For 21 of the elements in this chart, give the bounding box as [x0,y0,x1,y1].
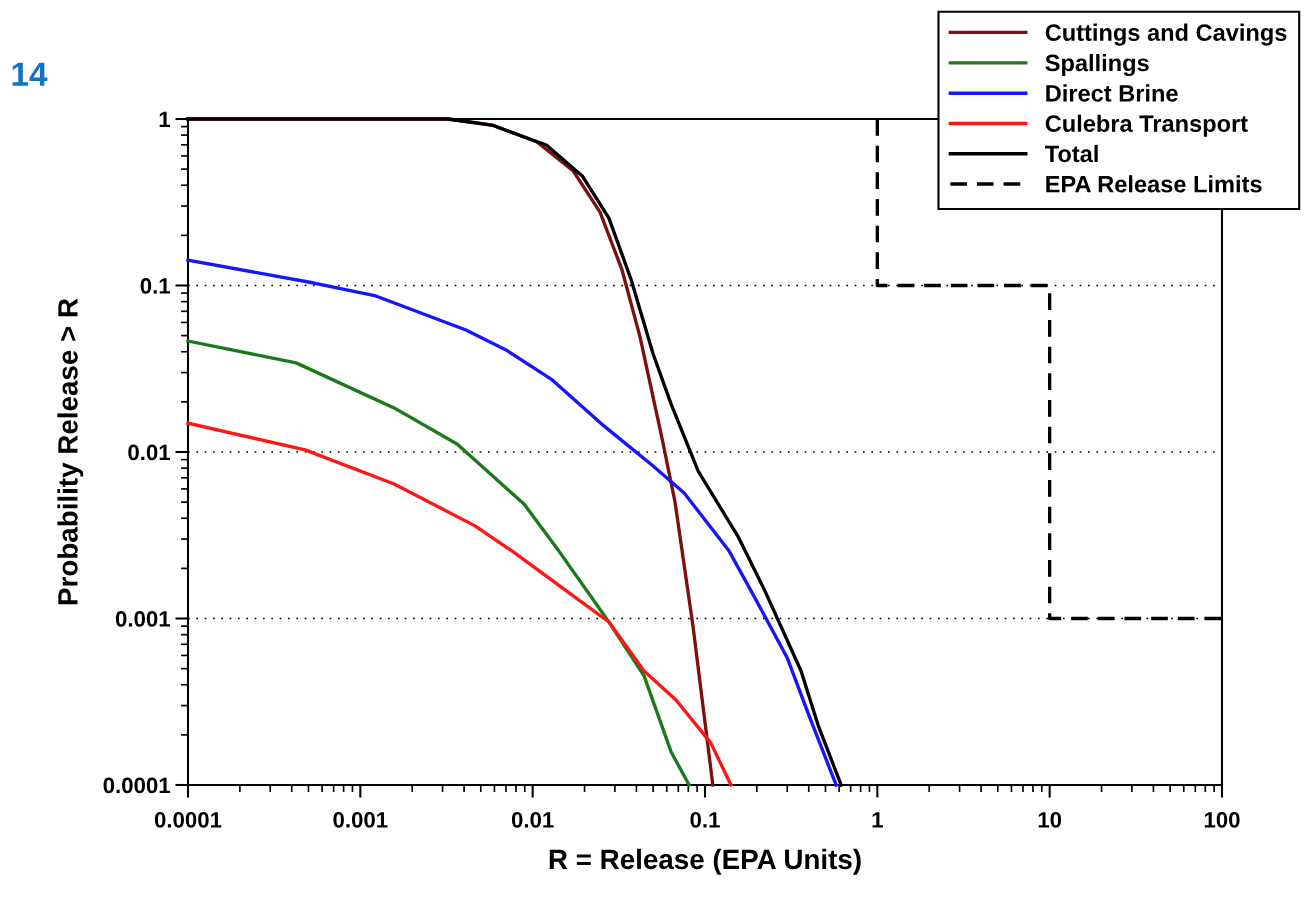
legend-label: Culebra Transport [1045,114,1248,137]
x-tick-label: 0.1 [690,811,720,828]
y-tick-label: 1 [159,111,171,128]
x-tick-label: 1 [872,812,883,828]
y-tick-label: 0.0001 [103,777,171,794]
y-tick-label: 0.001 [115,611,171,627]
text: 14 [12,62,48,86]
legend-label: Direct Brine [1046,84,1178,102]
legend-label: Cuttings and Cavings [1045,23,1287,46]
x-tick-label: 0.0001 [154,811,222,828]
x-axis-title: R = Release (EPA Units) [549,848,861,875]
y-axis-title: Probability Release > R [57,298,84,605]
x-tick-label: 100 [1204,811,1240,828]
x-tick-label: 0.01 [511,811,554,828]
y-tick-label: 0.01 [128,444,171,461]
x-tick-label: 0.001 [333,811,388,828]
legend-label: Total [1044,144,1098,163]
legend-label: Spallings [1045,53,1149,77]
legend-label: EPA Release Limits [1046,175,1262,193]
x-tick-label: 10 [1038,811,1062,828]
y-tick-label: 0.1 [140,278,171,294]
